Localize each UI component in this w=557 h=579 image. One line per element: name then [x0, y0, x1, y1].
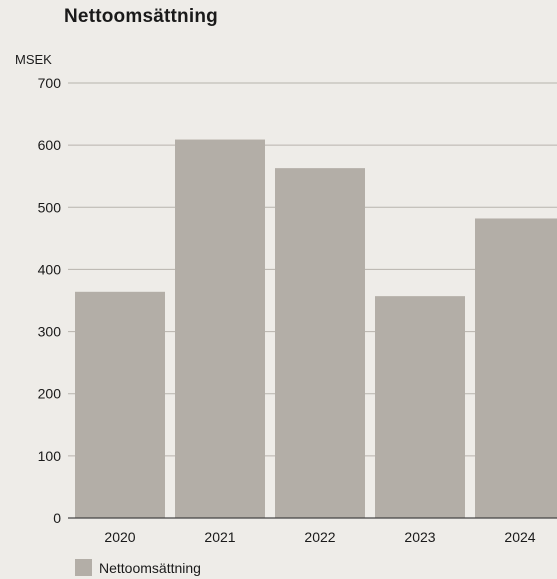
y-tick-label: 100: [38, 448, 62, 464]
y-axis-unit-label: MSEK: [15, 52, 52, 67]
x-tick-label: 2023: [404, 529, 435, 545]
y-tick-label: 600: [38, 137, 62, 153]
x-tick-label: 2022: [304, 529, 335, 545]
x-tick-label: 2020: [104, 529, 135, 545]
y-tick-label: 400: [38, 261, 62, 277]
bar-2023: [375, 296, 465, 518]
bar-2020: [75, 291, 165, 518]
y-tick-label: 300: [38, 324, 62, 340]
bar-2021: [175, 139, 265, 519]
x-tick-label: 2021: [204, 529, 235, 545]
y-tick-label: 700: [38, 75, 62, 91]
legend-label: Nettoomsättning: [99, 559, 201, 576]
x-tick-label: 2024: [504, 529, 535, 545]
y-tick-label: 0: [53, 510, 61, 526]
y-tick-label: 200: [38, 386, 62, 402]
axes: 0 100 200 300 400 500 600 700 2020 2021 2022 2023 20…: [38, 75, 557, 545]
bar-2024: [475, 218, 557, 518]
legend: Nettoomsättning: [75, 559, 201, 576]
y-tick-label: 500: [38, 199, 62, 215]
chart-title: Nettoomsättning: [64, 6, 218, 27]
legend-swatch: [75, 559, 92, 576]
bars: [75, 139, 557, 519]
bar-2022: [275, 168, 365, 518]
